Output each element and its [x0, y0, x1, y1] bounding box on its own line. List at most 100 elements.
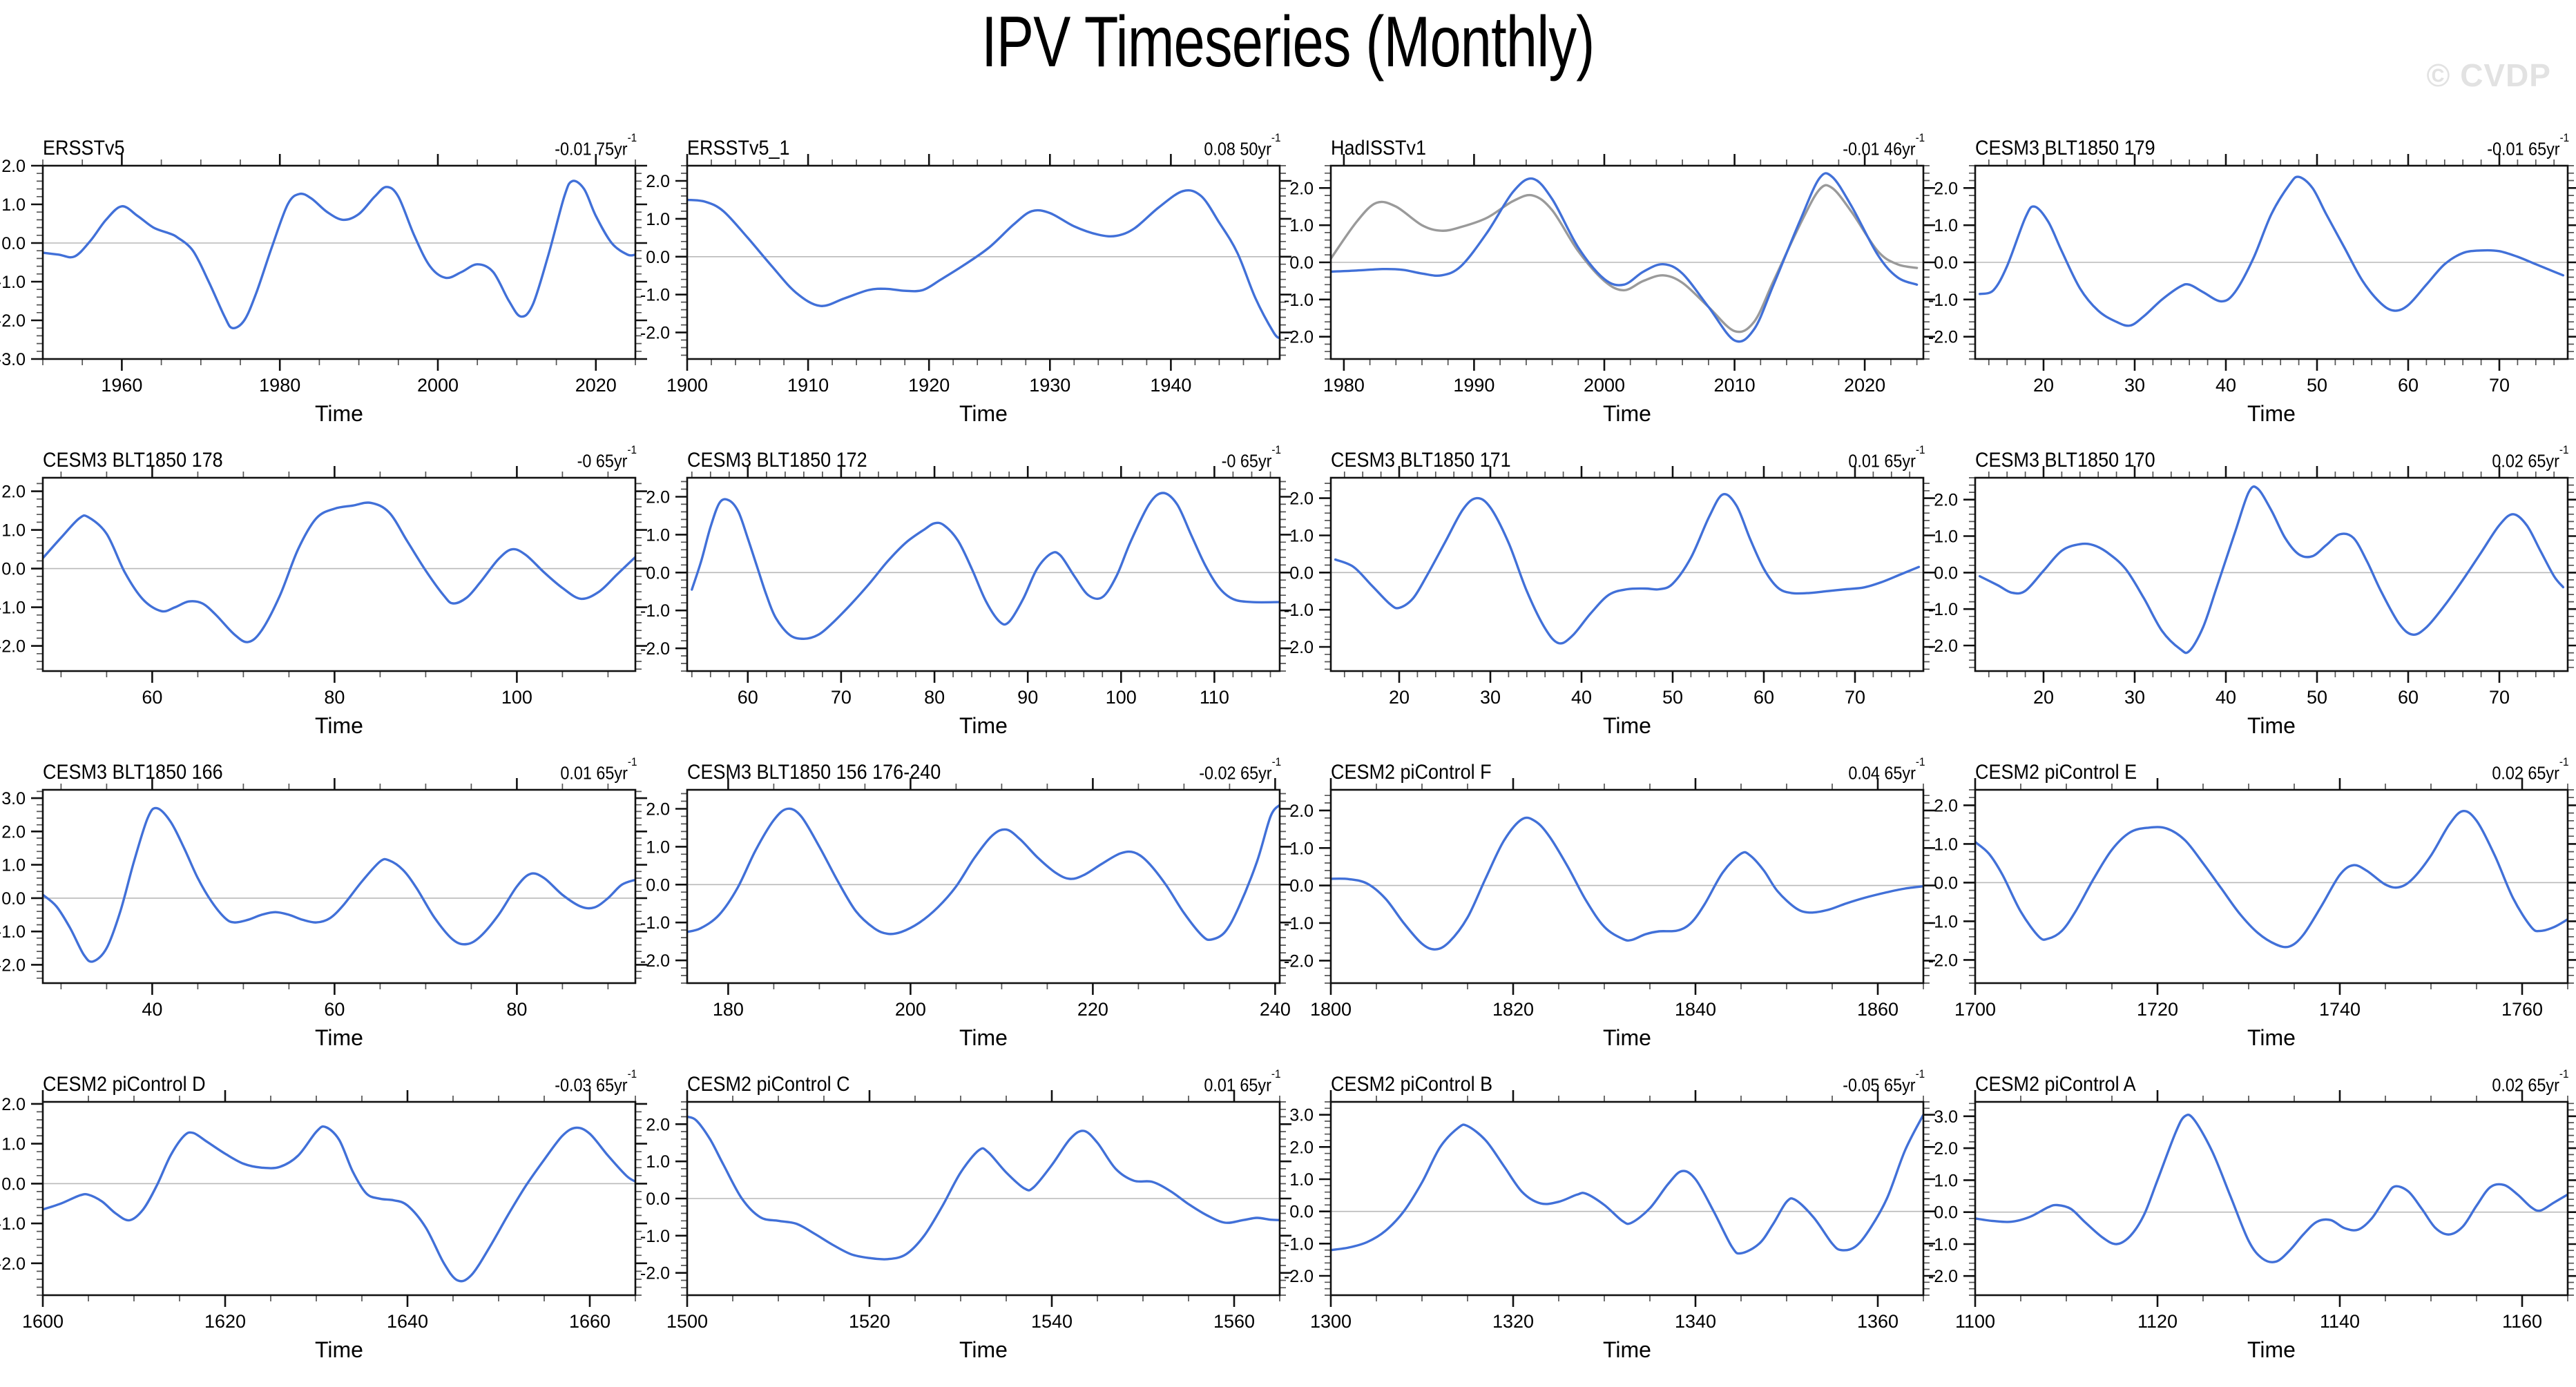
panel-header: CESM2 piControl F 0.04 65yr-1: [1331, 755, 1925, 784]
plot-panel-12: CESM2 piControl E 0.02 65yr-1 1700 1720 17…: [1928, 755, 2576, 1069]
y-tick-label: 1.0: [1289, 216, 1314, 235]
x-tick-label: 60: [142, 687, 162, 708]
panel-header: CESM2 piControl D -0.03 65yr-1: [43, 1067, 637, 1096]
plot-canvas: 1960 1980 2000 2020 2.0 1.0 0.0 -1.0 -2.0 -3.0 Tim…: [0, 154, 647, 426]
panel-title: CESM2 piControl F: [1331, 761, 1492, 784]
panel-header: CESM2 piControl C 0.01 65yr-1: [687, 1067, 1282, 1096]
page-header: IPV Timeseries (Monthly): [0, 1, 2576, 84]
plot-canvas: 60 70 80 90 100 110 2.0 1.0 0.0 -1.0 -2.0 Time: [640, 466, 1291, 738]
x-tick-label: 1960: [101, 375, 142, 396]
plot-canvas: 1500 1520 1540 1560 2.0 1.0 0.0 -1.0 -2.0 Time: [640, 1090, 1291, 1362]
x-tick-label: 1620: [204, 1311, 246, 1332]
trend-value: -0.05 65yr: [1843, 1075, 1916, 1096]
x-tick-label: 50: [2306, 687, 2327, 708]
x-tick-label: 1860: [1857, 999, 1899, 1020]
y-tick-label: 0.0: [1289, 1203, 1314, 1222]
x-tick-label: 40: [1571, 687, 1592, 708]
minor-ticks: [1968, 784, 2574, 989]
y-tick-label: -1.0: [1284, 1234, 1314, 1254]
trend-exponent: -1: [2559, 1067, 2569, 1081]
x-axis-title: Time: [959, 401, 1008, 426]
x-tick-label: 2020: [1844, 375, 1885, 396]
panel-trend: -0.03 65yr-1: [555, 1067, 637, 1096]
x-tick-label: 1930: [1029, 375, 1070, 396]
x-axis-title: Time: [1603, 713, 1651, 738]
panel-trend: 0.02 65yr-1: [2492, 755, 2569, 784]
y-tick-label: 2.0: [1289, 1138, 1314, 1157]
x-tick-label: 100: [1105, 687, 1136, 708]
plot-frame: [1974, 476, 2568, 672]
y-tick-label: 2.0: [646, 1115, 670, 1134]
plot-frame: [1329, 788, 1925, 985]
trend-exponent: -1: [627, 131, 637, 145]
minor-ticks: [680, 472, 1286, 677]
minor-ticks: [1968, 472, 2574, 677]
panel-title: CESM3 BLT1850 170: [1974, 449, 2155, 472]
plot-panel-13: CESM2 piControl D -0.03 65yr-1 1600 1620 1…: [0, 1067, 647, 1381]
y-tick-label: -2.0: [640, 639, 669, 659]
y-tick-label: -2.0: [1284, 638, 1314, 657]
x-tick-label: 1910: [787, 375, 829, 396]
y-tick-label: 3.0: [1289, 1106, 1314, 1125]
plot-panel-5: CESM3 BLT1850 178 -0 65yr-1 60 80 100 2.0 1.…: [0, 443, 647, 757]
x-tick-label: 110: [1199, 687, 1229, 708]
y-tick-label: 1.0: [1, 1135, 26, 1154]
x-tick-label: 20: [1389, 687, 1410, 708]
y-tick-label: 2.0: [1, 483, 26, 502]
trend-exponent: -1: [1271, 131, 1281, 145]
series-line-primary: [1331, 1114, 1923, 1255]
y-tick-label: 2.0: [1289, 802, 1314, 821]
panel-trend: 0.04 65yr-1: [1848, 755, 1925, 784]
x-tick-label: 1940: [1150, 375, 1191, 396]
plot-canvas: 1100 1120 1140 1160 3.0 2.0 1.0 0.0 -1.0 -2.0 Time: [1928, 1090, 2576, 1362]
trend-value: 0.01 65yr: [1204, 1075, 1272, 1096]
trend-value: 0.02 65yr: [2492, 451, 2560, 472]
plot-frame: [686, 1100, 1280, 1297]
plot-canvas: 20 30 40 50 60 70 2.0 1.0 0.0 -1.0 -2.0 Time: [1928, 154, 2576, 426]
plot-canvas: 20 30 40 50 60 70 2.0 1.0 0.0 -1.0 -2.0 Time: [1928, 466, 2576, 738]
y-tick-label: -1.0: [1928, 912, 1957, 931]
plot-canvas: 60 80 100 2.0 1.0 0.0 -1.0 -2.0 Time: [0, 466, 647, 738]
y-tick-label: 0.0: [646, 875, 670, 895]
trend-exponent: -1: [1915, 131, 1925, 145]
panel-trend: 0.02 65yr-1: [2492, 1067, 2569, 1096]
y-tick-label: 2.0: [646, 799, 670, 819]
plot-canvas: 1980 1990 2000 2010 2020 2.0 1.0 0.0 -1.0 -2.0 Tim…: [1284, 154, 1935, 426]
y-tick-label: 0.0: [1289, 877, 1314, 896]
plot-frame: [686, 788, 1280, 985]
x-tick-label: 1900: [666, 375, 707, 396]
plot-frame: [1974, 788, 2568, 985]
series-line-primary: [686, 1115, 1280, 1261]
y-tick-label: 2.0: [1934, 179, 1958, 198]
x-tick-label: 100: [501, 687, 532, 708]
x-tick-label: 80: [506, 999, 527, 1020]
panel-title: CESM3 BLT1850 171: [1331, 449, 1511, 472]
y-tick-label: 1.0: [646, 1152, 670, 1172]
y-tick-label: 1.0: [1934, 1171, 1958, 1190]
x-tick-label: 1500: [666, 1311, 707, 1332]
minor-ticks: [1325, 784, 1930, 989]
plot-panel-11: CESM2 piControl F 0.04 65yr-1 1800 1820 18…: [1284, 755, 1935, 1069]
x-tick-label: 60: [2397, 375, 2418, 396]
y-tick-label: 1.0: [1934, 216, 1958, 235]
y-tick-label: -2.0: [1928, 637, 1957, 656]
trend-exponent: -1: [1915, 443, 1925, 457]
x-tick-label: 2010: [1714, 375, 1756, 396]
major-ticks: [675, 1090, 1291, 1307]
y-tick-label: 1.0: [646, 210, 670, 229]
x-tick-label: 1840: [1675, 999, 1716, 1020]
panel-trend: -0.02 65yr-1: [1199, 755, 1281, 784]
y-tick-label: 3.0: [1, 789, 26, 808]
x-tick-label: 1920: [908, 375, 950, 396]
x-tick-label: 180: [712, 999, 743, 1020]
x-tick-label: 70: [1845, 687, 1865, 708]
x-tick-label: 2000: [417, 375, 459, 396]
series-line-primary: [686, 804, 1280, 942]
plot-canvas: 1900 1910 1920 1930 1940 2.0 1.0 0.0 -1.0 -2.0 Tim…: [640, 154, 1291, 426]
plot-canvas: 20 30 40 50 60 70 2.0 1.0 0.0 -1.0 -2.0 Time: [1284, 466, 1935, 738]
x-tick-label: 20: [2032, 687, 2053, 708]
x-tick-label: 1100: [1954, 1311, 1995, 1332]
trend-value: -0 65yr: [577, 451, 628, 472]
trend-exponent: -1: [2559, 443, 2569, 457]
x-tick-label: 1520: [848, 1311, 890, 1332]
